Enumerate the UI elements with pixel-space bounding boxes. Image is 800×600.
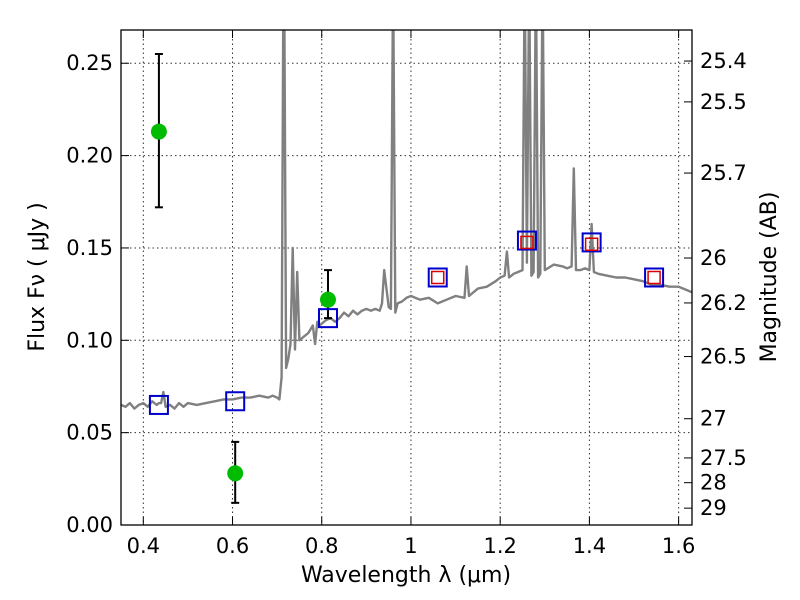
x-tick-label: 0.4 (127, 534, 160, 558)
x-tick-label: 0.8 (305, 534, 338, 558)
y-tick-label: 0.00 (66, 513, 113, 537)
right-tick-label: 29 (700, 496, 727, 520)
model-square-marker (516, 230, 537, 251)
right-tick-label: 26.2 (700, 291, 747, 315)
ticks: 0.4 0.6 0.8 1 1.2 1.4 1.6 0.00 0.05 0.10 0.15 0.20 0… (66, 30, 747, 558)
right-tick-label: 27.5 (700, 446, 747, 470)
right-tick-label: 25.4 (700, 49, 747, 73)
observed-point (150, 123, 167, 140)
observed-point (227, 465, 244, 482)
right-tick-label: 28 (700, 471, 727, 495)
inner-square-marker (647, 270, 661, 285)
inner-square-marker (584, 237, 599, 252)
spectrum-line (121, 30, 692, 410)
y-axis-label: Flux Fν ( μJy ) (25, 202, 50, 351)
x-tick-label: 0.6 (216, 534, 249, 558)
x-tick-label: 1.4 (573, 534, 606, 558)
inner-square-marker (430, 270, 445, 285)
right-tick-label: 27 (700, 407, 727, 431)
right-tick-label: 25.7 (700, 161, 747, 185)
grid (121, 30, 692, 526)
x-tick-label: 1.6 (662, 534, 695, 558)
right-tick-label: 25.5 (700, 90, 747, 114)
right-tick-label: 26 (700, 246, 727, 270)
model-square-marker (427, 267, 448, 288)
model-square-marker (317, 308, 338, 329)
model-square-marker (148, 394, 169, 415)
model-square-marker (581, 232, 602, 253)
y-tick-label: 0.20 (66, 144, 113, 168)
model-square-marker (225, 391, 246, 412)
x-tick-label: 1 (404, 534, 417, 558)
model-square-marker (644, 267, 665, 288)
axes-frame (120, 29, 693, 526)
observed-point (319, 291, 336, 308)
x-tick-label: 1.2 (483, 534, 516, 558)
y-tick-label: 0.05 (66, 421, 113, 445)
x-axis-label: Wavelength λ (μm) (301, 563, 511, 588)
y-tick-label: 0.25 (66, 51, 113, 75)
right-axis-label: Magnitude (AB) (757, 192, 782, 363)
y-tick-label: 0.10 (66, 328, 113, 352)
inner-square-marker (520, 235, 534, 250)
right-tick-label: 26.5 (700, 345, 747, 369)
y-tick-label: 0.15 (66, 236, 113, 260)
markers (148, 53, 665, 504)
